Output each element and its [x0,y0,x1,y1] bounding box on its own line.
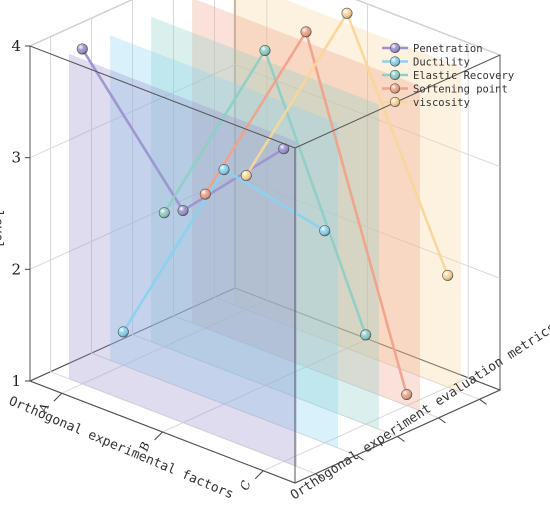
data-point-2-1 [117,326,129,338]
data-point-5-2 [341,7,353,19]
legend-label: Ductility [413,57,470,69]
y-tick-mark [315,473,323,480]
x-gridline [262,42,469,472]
legend-label: Penetration [413,43,483,55]
y-gridline [214,0,480,400]
data-point-1-3 [278,143,290,155]
z-tick-label: 4 [11,37,21,55]
data-point-2-2 [218,164,230,176]
series-plane-4 [192,0,420,411]
box-edge [29,45,296,149]
series-plane-2 [110,35,338,449]
z-gridline [29,64,501,168]
series-plane-1 [69,53,297,467]
z-tick-label: 2 [11,260,21,278]
series-planes [69,0,461,467]
legend-label: viscosity [413,97,470,109]
y-gridline [173,0,439,419]
data-point-1-2 [177,205,189,217]
series-plane-3 [151,16,379,430]
legend-item-4: Softening point [382,83,508,96]
y-tick-mark [438,417,446,424]
data-point-4-1 [199,188,211,200]
y-tick-mark [479,398,487,405]
legend-item-1: Penetration [382,42,483,55]
data-point-4-3 [401,388,413,400]
z-tick-label: 3 [11,149,21,167]
legend-label: Softening point [413,84,508,96]
y-gridline [91,18,357,456]
legend-label: Elastic Recovery [413,70,514,82]
z-gridline [29,0,501,56]
y-tick-mark [356,454,364,461]
y-tick-mark [397,436,405,442]
x-tick-mark [254,470,264,480]
data-point-1-1 [76,43,88,55]
x-tick-label: C [237,479,253,492]
series-points [76,7,454,400]
x-tick-mark [154,431,163,441]
x-gridline [61,0,268,394]
y-gridline [50,36,316,475]
data-point-3-3 [360,329,372,341]
data-point-5-3 [442,269,454,281]
legend-item-2: Ductility [382,56,470,69]
x-tick-label: B [136,440,153,454]
data-point-5-1 [240,170,252,182]
y-gridline [132,0,398,437]
x-tick-mark [53,392,63,402]
z-tick-label: 1 [11,372,21,390]
z-axis-title: level [0,210,5,249]
data-point-3-1 [158,207,170,219]
data-point-3-2 [259,44,271,56]
data-point-4-2 [300,26,312,38]
legend-item-3: Elastic Recovery [382,69,514,82]
legend-item-5: viscosity [382,96,470,109]
data-point-2-3 [319,225,331,237]
